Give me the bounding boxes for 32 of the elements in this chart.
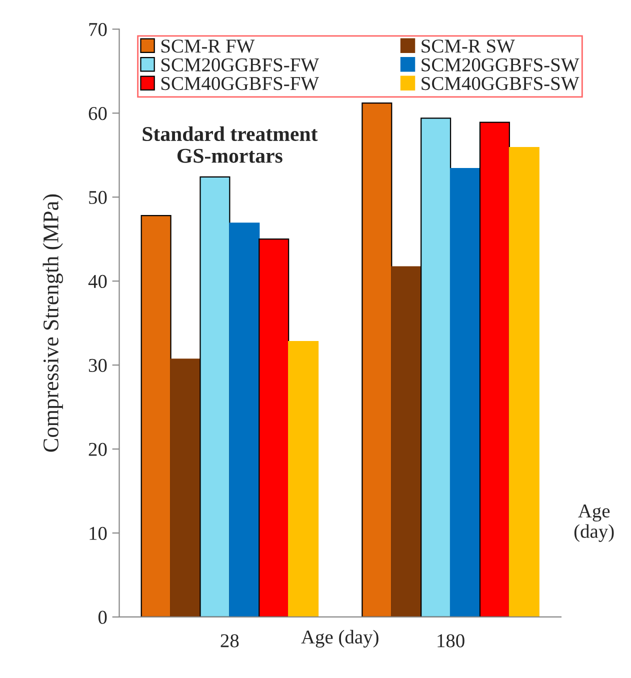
y-tick-label: 40 — [88, 274, 107, 288]
bar — [450, 168, 481, 617]
y-tick-label: 70 — [89, 22, 107, 36]
bar — [391, 266, 422, 617]
bar — [229, 222, 260, 617]
annotation: Standard treatment GS-mortars — [142, 126, 318, 163]
legend-label: SCM40GGBFS-FW — [161, 76, 319, 90]
legend-label: SCM40GGBFS-SW — [422, 76, 580, 90]
bar — [479, 122, 510, 617]
bar — [140, 215, 172, 617]
legend-label: SCM-R FW — [161, 40, 255, 53]
y-tick-label: 0 — [98, 610, 107, 624]
x-tick-label: 28 — [220, 634, 239, 648]
bar — [508, 147, 540, 617]
bar — [200, 176, 230, 617]
y-tick-label: 30 — [88, 358, 107, 372]
y-tick-label: 20 — [88, 442, 107, 456]
legend-label: SCM-R SW — [422, 40, 515, 53]
x-axis-title: Age (day) — [301, 630, 378, 648]
y-tick-label: 50 — [89, 190, 107, 204]
bar — [258, 238, 290, 617]
x-tick-label: 180 — [438, 634, 464, 648]
bar — [420, 118, 452, 617]
annotation: Age (day) — [574, 504, 614, 542]
legend-label: SCM20GGBFS-FW — [161, 58, 319, 72]
bar — [362, 102, 392, 617]
legend-label: SCM20GGBFS-SW — [422, 58, 580, 72]
bar — [288, 340, 319, 617]
bar — [170, 358, 201, 617]
y-axis-title: Compressive Strength (MPa) — [42, 194, 64, 452]
y-tick-label: 60 — [88, 106, 107, 120]
y-tick-label: 10 — [90, 526, 107, 540]
